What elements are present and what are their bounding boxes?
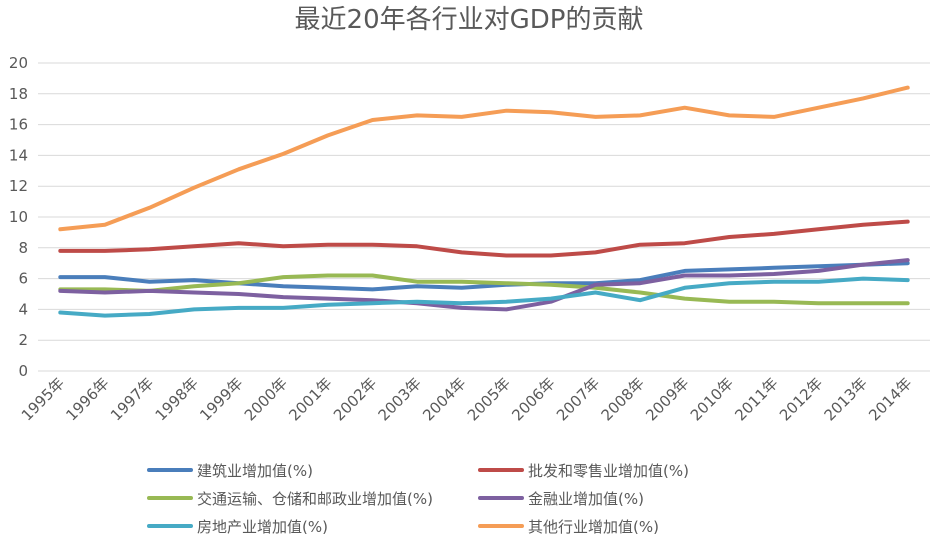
y-tick-label: 8 <box>18 239 28 257</box>
x-tick-label: 2002年 <box>330 374 380 424</box>
series-line-2 <box>58 219 910 258</box>
legend-label: 批发和零售业增加值(%) <box>528 462 689 480</box>
y-tick-label: 18 <box>9 85 28 103</box>
y-tick-label: 20 <box>9 54 28 72</box>
series-line-3 <box>58 273 910 306</box>
y-tick-label: 14 <box>9 146 28 164</box>
x-tick-label: 2010年 <box>687 374 737 424</box>
series-line-5 <box>58 276 910 318</box>
y-tick-label: 16 <box>9 116 28 134</box>
x-tick-label: 2012年 <box>776 374 826 424</box>
y-tick-label: 0 <box>18 362 28 380</box>
x-axis-ticks: 1995年1996年1997年1998年1999年2000年2001年2002年… <box>18 374 916 424</box>
x-tick-label: 2007年 <box>553 374 603 424</box>
series-line-6 <box>58 85 910 232</box>
series-lines <box>58 85 910 318</box>
chart-title: 最近20年各行业对GDP的贡献 <box>295 5 644 35</box>
x-tick-label: 1997年 <box>107 374 157 424</box>
y-tick-label: 12 <box>9 177 28 195</box>
legend-label: 建筑业增加值(%) <box>197 462 313 480</box>
x-tick-label: 1998年 <box>152 374 202 424</box>
legend-label: 金融业增加值(%) <box>528 490 644 508</box>
y-axis-ticks: 0 2 4 6 8 10 12 14 16 18 20 <box>9 54 28 380</box>
series-line-4 <box>58 258 910 312</box>
y-tick-label: 2 <box>18 331 28 349</box>
y-tick-label: 6 <box>18 270 28 288</box>
x-tick-label: 2006年 <box>508 374 558 424</box>
gridlines <box>38 62 930 372</box>
y-tick-label: 4 <box>18 300 28 318</box>
x-tick-label: 2013年 <box>821 374 871 424</box>
x-tick-label: 2005年 <box>464 374 514 424</box>
x-tick-label: 2009年 <box>642 374 692 424</box>
x-tick-label: 2011年 <box>731 374 781 424</box>
x-tick-label: 2004年 <box>419 374 469 424</box>
x-tick-label: 2008年 <box>598 374 648 424</box>
legend: 建筑业增加值(%) 批发和零售业增加值(%) 交通运输、仓储和邮政业增加值(%) 金融… <box>147 462 689 536</box>
x-tick-label: 2014年 <box>865 374 915 424</box>
legend-label: 交通运输、仓储和邮政业增加值(%) <box>197 490 433 508</box>
x-tick-label: 2003年 <box>375 374 425 424</box>
x-tick-label: 1999年 <box>196 374 246 424</box>
x-tick-label: 1995年 <box>18 374 68 424</box>
legend-label: 房地产业增加值(%) <box>197 518 328 536</box>
series-line-1 <box>58 261 910 292</box>
y-tick-label: 10 <box>9 208 28 226</box>
legend-label: 其他行业增加值(%) <box>528 518 659 536</box>
x-tick-label: 1996年 <box>62 374 112 424</box>
x-tick-label: 2000年 <box>241 374 291 424</box>
x-tick-label: 2001年 <box>285 374 335 424</box>
